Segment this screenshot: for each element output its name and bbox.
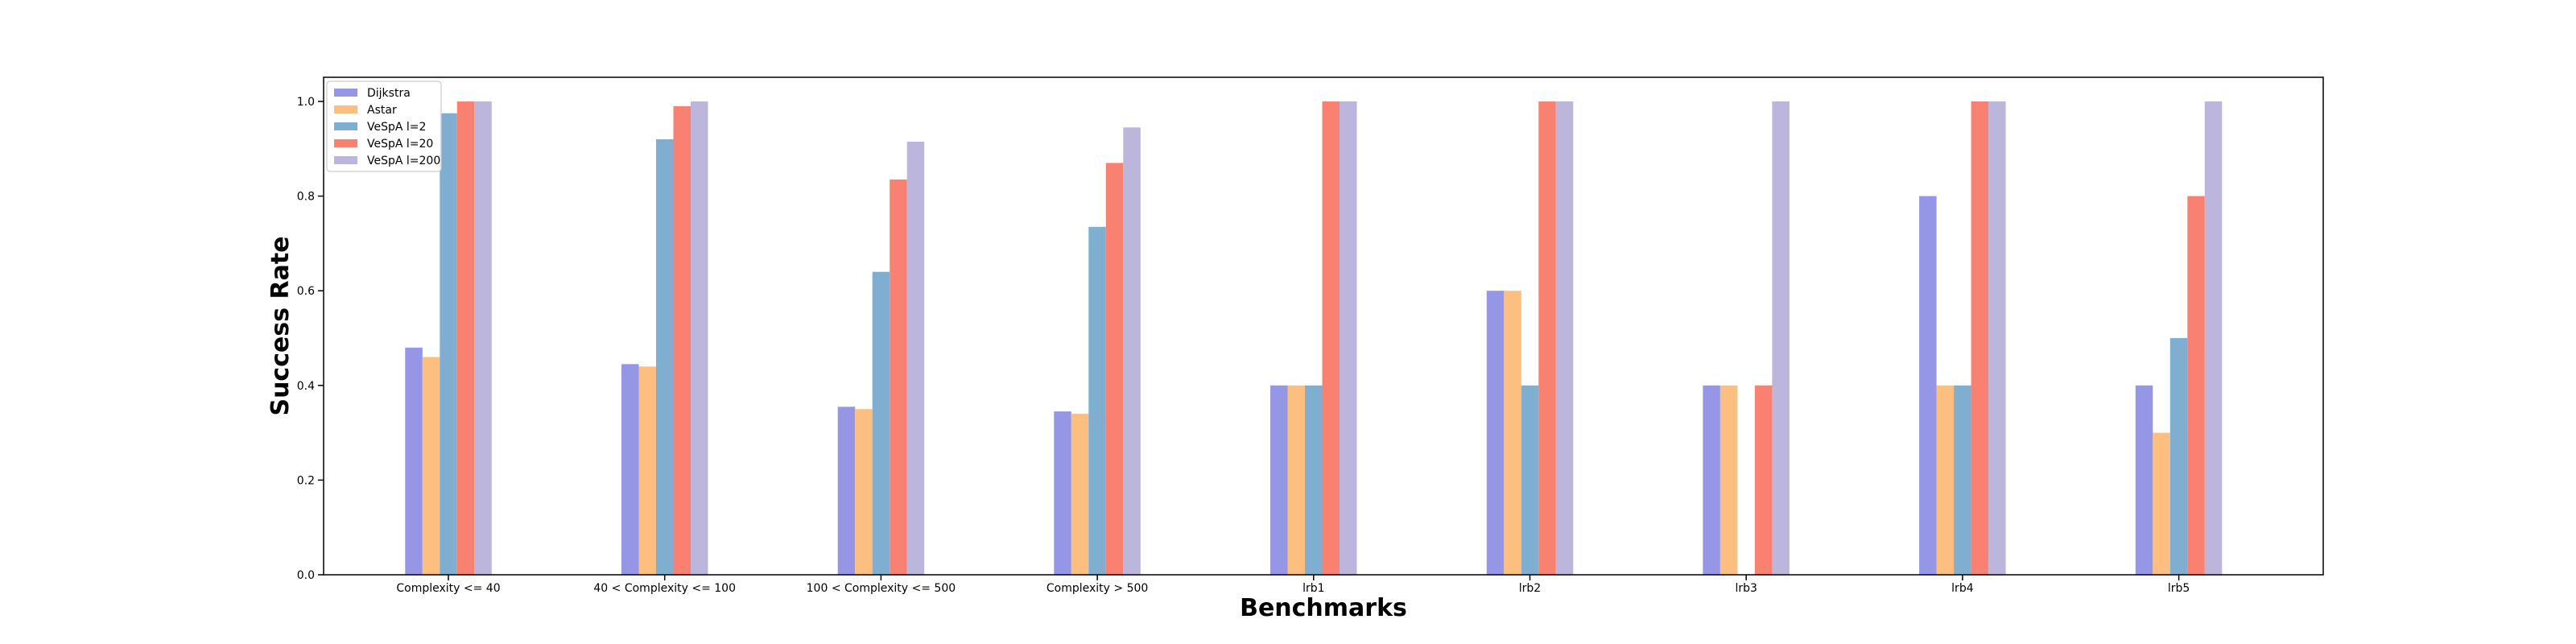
x-tick-label: lrb4 [1951,582,1974,595]
bar-vespa-l-20-2 [890,180,907,575]
bar-dijkstra-2 [837,407,856,575]
y-tick-label: 0.6 [297,285,315,298]
x-tick-label: Complexity <= 40 [396,582,500,595]
x-tick-label: 100 < Complexity <= 500 [807,582,956,595]
bar-vespa-l-2-4 [1305,385,1323,575]
y-axis: 0.0 0.2 0.4 0.6 0.8 1.0 [297,96,324,582]
bar-dijkstra-8 [2135,385,2153,575]
bar-astar-3 [1071,414,1089,575]
y-tick-label: 1.0 [297,96,315,109]
bar-dijkstra-5 [1486,291,1505,575]
bar-astar-8 [2153,432,2170,575]
legend-label: Dijkstra [367,87,411,100]
x-tick-label: lrb1 [1302,582,1324,595]
bar-vespa-l-20-0 [456,101,475,575]
bar-vespa-l-200-4 [1340,101,1357,575]
bar-dijkstra-4 [1270,385,1288,575]
bar-astar-1 [638,366,656,575]
bar-vespa-l-2-0 [440,113,457,575]
bar-vespa-l-200-0 [474,101,492,575]
legend-label: Astar [367,104,397,117]
legend-swatch [334,139,357,147]
legend-label: VeSpA l=20 [367,138,433,151]
bar-dijkstra-3 [1054,411,1071,575]
x-tick-label: Complexity > 500 [1046,582,1148,595]
legend-swatch [334,156,357,164]
legend-label: VeSpA l=2 [367,121,426,134]
bar-astar-7 [1936,385,1955,575]
bar-dijkstra-6 [1703,385,1720,575]
legend-swatch [334,122,357,130]
bar-vespa-l-20-6 [1754,385,1773,575]
x-tick-label: 40 < Complexity <= 100 [593,582,736,595]
bar-vespa-l-200-2 [906,142,925,575]
bar-vespa-l-2-1 [656,139,674,575]
x-tick-label: lrb5 [2168,582,2190,595]
x-axis-title: Benchmarks [1240,594,1407,622]
bar-astar-2 [855,409,873,575]
legend-frame [326,80,442,172]
legend-swatch [334,89,357,97]
bar-dijkstra-1 [621,364,639,575]
bar-vespa-l-200-3 [1123,127,1141,576]
plot-frame [323,76,2324,576]
bar-vespa-l-20-7 [1971,101,1989,575]
bar-vespa-l-2-8 [2169,338,2188,575]
bar-vespa-l-2-2 [872,271,890,575]
bar-vespa-l-2-3 [1088,226,1106,575]
x-axis: Complexity <= 40 40 < Complexity <= 100 10… [396,575,2190,595]
bar-astar-5 [1504,291,1521,575]
bar-dijkstra-0 [405,347,423,575]
legend-swatch [334,105,357,114]
bar-astar-0 [422,357,440,575]
y-tick-label: 0.4 [297,380,315,393]
bars-group [405,101,2223,576]
legend: Dijkstra Astar VeSpA l=2 VeSpA l=20 VeSpA l=… [326,80,442,172]
bar-vespa-l-200-5 [1555,101,1574,575]
y-tick-label: 0.2 [297,474,315,487]
bar-vespa-l-2-7 [1954,385,1971,575]
bar-vespa-l-20-1 [673,105,691,575]
bar-dijkstra-7 [1919,196,1937,575]
y-axis-title: Success Rate [266,236,295,415]
y-tick-label: 0.0 [297,569,315,582]
bar-astar-6 [1719,385,1738,575]
y-tick-label: 0.8 [297,191,315,204]
bar-vespa-l-200-1 [691,101,708,575]
bar-vespa-l-200-8 [2204,101,2223,575]
bar-vespa-l-200-7 [1988,101,2006,575]
bar-vespa-l-2-5 [1521,385,1539,575]
bar-vespa-l-20-8 [2187,196,2205,575]
bar-astar-4 [1287,385,1305,575]
x-tick-label: lrb2 [1519,582,1541,595]
bar-vespa-l-20-5 [1538,101,1556,575]
x-tick-label: lrb3 [1735,582,1757,595]
legend-label: VeSpA l=200 [367,155,440,167]
bar-vespa-l-20-4 [1322,101,1340,575]
bar-vespa-l-200-6 [1772,101,1790,575]
bar-vespa-l-20-3 [1105,163,1124,575]
